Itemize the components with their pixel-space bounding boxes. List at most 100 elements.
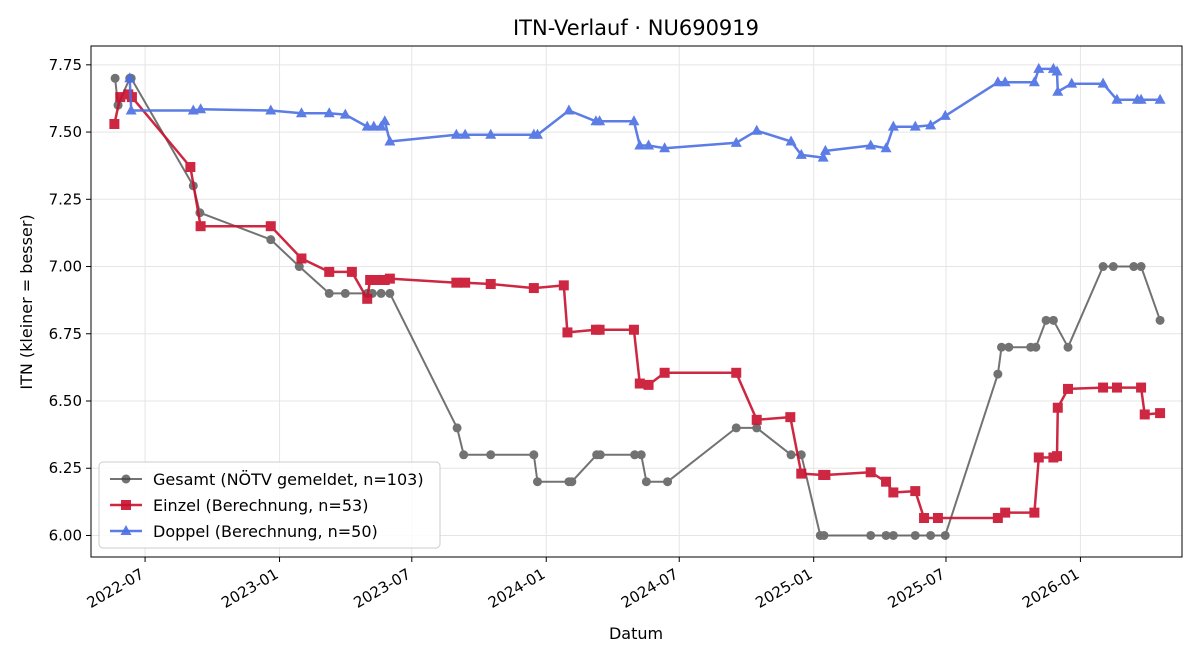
data-point-einzel <box>460 277 471 288</box>
x-tick-label: 2024-07 <box>618 565 681 612</box>
data-point-gesamt <box>266 235 276 245</box>
legend-marker-einzel <box>121 500 131 510</box>
y-tick-label: 6.25 <box>49 459 82 477</box>
data-point-einzel <box>1155 408 1166 419</box>
data-point-einzel <box>785 412 796 423</box>
data-point-gesamt <box>532 477 542 487</box>
data-point-gesamt <box>819 530 829 540</box>
y-tick-label: 6.75 <box>49 325 82 343</box>
data-point-gesamt <box>731 423 741 433</box>
y-tick-label: 7.75 <box>49 56 82 74</box>
data-point-gesamt <box>993 369 1003 379</box>
series-gesamt <box>110 73 1165 540</box>
data-point-doppel <box>999 76 1011 87</box>
data-point-einzel <box>1052 402 1063 413</box>
data-point-einzel <box>1139 409 1150 420</box>
data-point-gesamt <box>663 477 673 487</box>
data-point-einzel <box>910 486 921 497</box>
data-point-einzel <box>346 266 357 277</box>
data-point-doppel <box>939 109 951 120</box>
data-point-gesamt <box>630 450 640 460</box>
data-point-gesamt <box>1031 342 1041 352</box>
data-point-einzel <box>1098 382 1109 393</box>
y-axis-label: ITN (kleiner = besser) <box>17 214 36 389</box>
data-point-gesamt <box>1136 262 1146 272</box>
data-point-doppel <box>880 142 892 153</box>
data-point-doppel <box>1028 76 1040 87</box>
data-point-einzel <box>731 367 742 378</box>
data-point-doppel <box>459 128 471 139</box>
data-point-einzel <box>888 487 899 498</box>
x-tick-label: 2024-01 <box>485 565 548 612</box>
data-point-einzel <box>919 513 930 524</box>
data-point-gesamt <box>486 450 496 460</box>
x-tick-label: 2026-01 <box>1019 565 1082 612</box>
legend-marker-gesamt <box>121 474 131 484</box>
data-point-doppel <box>531 128 543 139</box>
data-point-einzel <box>485 279 496 290</box>
data-point-einzel <box>796 468 807 479</box>
data-point-einzel <box>558 280 569 291</box>
data-point-gesamt <box>459 450 469 460</box>
data-point-doppel <box>368 120 380 131</box>
data-point-gesamt <box>926 530 936 540</box>
chart-title: ITN-Verlauf · NU690919 <box>513 16 759 40</box>
data-point-gesamt <box>1048 315 1058 325</box>
data-point-doppel <box>195 103 207 114</box>
legend-label-einzel: Einzel (Berechnung, n=53) <box>153 496 368 515</box>
data-point-doppel <box>323 107 335 118</box>
legend-item-doppel: Doppel (Berechnung, n=50) <box>110 522 378 541</box>
data-point-doppel <box>785 135 797 146</box>
data-point-einzel <box>372 274 383 285</box>
data-point-gesamt <box>866 530 876 540</box>
data-point-doppel <box>379 115 391 126</box>
data-point-einzel <box>992 513 1003 524</box>
data-point-einzel <box>126 92 137 103</box>
legend-label-gesamt: Gesamt (NÖTV gemeldet, n=103) <box>153 470 424 489</box>
legend-item-gesamt: Gesamt (NÖTV gemeldet, n=103) <box>110 470 424 489</box>
data-point-gesamt <box>888 530 898 540</box>
legend-label-doppel: Doppel (Berechnung, n=50) <box>153 522 378 541</box>
data-point-gesamt <box>595 450 605 460</box>
series-layer <box>109 62 1166 540</box>
data-point-doppel <box>925 119 937 130</box>
series-einzel <box>109 89 1166 524</box>
data-point-doppel <box>1052 85 1064 96</box>
data-point-doppel <box>450 128 462 139</box>
data-point-gesamt <box>1108 262 1118 272</box>
data-point-gesamt <box>910 530 920 540</box>
data-point-doppel <box>1097 77 1109 88</box>
data-point-einzel <box>643 379 654 390</box>
data-point-einzel <box>881 476 892 487</box>
y-axis-ticks: 6.00 6.25 6.50 6.75 7.00 7.25 7.50 7.75 <box>49 56 91 544</box>
data-point-gesamt <box>786 450 796 460</box>
data-point-doppel <box>124 72 136 83</box>
data-point-einzel <box>195 221 206 232</box>
data-point-einzel <box>932 513 943 524</box>
data-point-doppel <box>1135 93 1147 104</box>
data-point-gesamt <box>1041 315 1051 325</box>
y-tick-label: 6.50 <box>49 392 82 410</box>
legend-item-einzel: Einzel (Berechnung, n=53) <box>110 496 368 515</box>
data-point-gesamt <box>1098 262 1108 272</box>
x-axis-ticks: 2022-07 2023-01 2023-07 2024-01 2024-07 2025-… <box>84 557 1082 612</box>
data-point-doppel <box>563 104 575 115</box>
data-point-doppel <box>265 104 277 115</box>
data-point-doppel <box>1051 65 1063 76</box>
data-point-einzel <box>628 324 639 335</box>
data-point-gesamt <box>641 477 651 487</box>
y-tick-label: 6.00 <box>49 526 82 544</box>
data-point-doppel <box>634 139 646 150</box>
data-point-gesamt <box>1004 342 1014 352</box>
data-point-gesamt <box>940 530 950 540</box>
data-point-doppel <box>909 120 921 131</box>
x-axis-label: Datum <box>609 624 663 643</box>
data-point-gesamt <box>1063 342 1073 352</box>
data-point-doppel <box>643 139 655 150</box>
data-point-doppel <box>295 107 307 118</box>
data-point-doppel <box>384 135 396 146</box>
x-tick-label: 2023-07 <box>351 565 414 612</box>
data-point-einzel <box>265 221 276 232</box>
data-point-doppel <box>594 115 606 126</box>
data-point-doppel <box>1066 77 1078 88</box>
